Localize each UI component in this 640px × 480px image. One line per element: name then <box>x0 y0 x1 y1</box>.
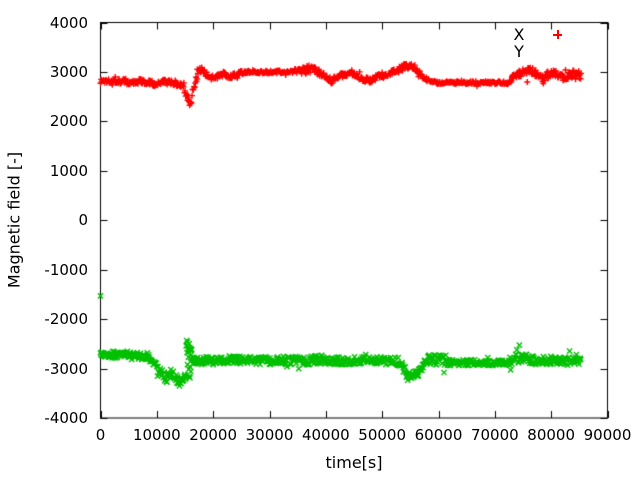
x-series-plus-icon <box>553 30 562 39</box>
x-tick-label: 20000 <box>189 426 238 444</box>
y-axis-title: Magnetic field [-] <box>4 151 24 289</box>
y-tick-label: -1000 <box>44 260 88 279</box>
x-tick-label: 80000 <box>527 426 576 444</box>
legend-label-x: X <box>513 25 525 44</box>
x-tick-label: 30000 <box>245 426 294 444</box>
legend-entry-x: X <box>505 26 562 43</box>
x-tick-label: 0 <box>95 426 106 444</box>
y-tick-label: 1000 <box>49 161 88 180</box>
x-tick-label: 10000 <box>132 426 181 444</box>
legend: X Y <box>505 26 562 60</box>
y-series-marker-placeholder <box>553 47 562 56</box>
y-tick-label: 3000 <box>49 62 88 81</box>
y-tick-label: 0 <box>78 211 88 230</box>
y-tick-label: -2000 <box>44 310 88 329</box>
y-tick-label: -3000 <box>44 359 88 378</box>
x-tick-label: 70000 <box>470 426 519 444</box>
legend-entry-y: Y <box>505 43 562 60</box>
x-tick-label: 60000 <box>414 426 463 444</box>
x-axis-title: time[s] <box>325 453 383 472</box>
y-tick-label: -4000 <box>44 409 88 427</box>
y-tick-label: 4000 <box>49 13 88 32</box>
y-tick-label: 2000 <box>49 112 88 131</box>
x-tick-label: 40000 <box>301 426 350 444</box>
legend-label-y: Y <box>514 42 524 61</box>
x-tick-label: 90000 <box>583 426 632 444</box>
x-tick-label: 50000 <box>358 426 407 444</box>
